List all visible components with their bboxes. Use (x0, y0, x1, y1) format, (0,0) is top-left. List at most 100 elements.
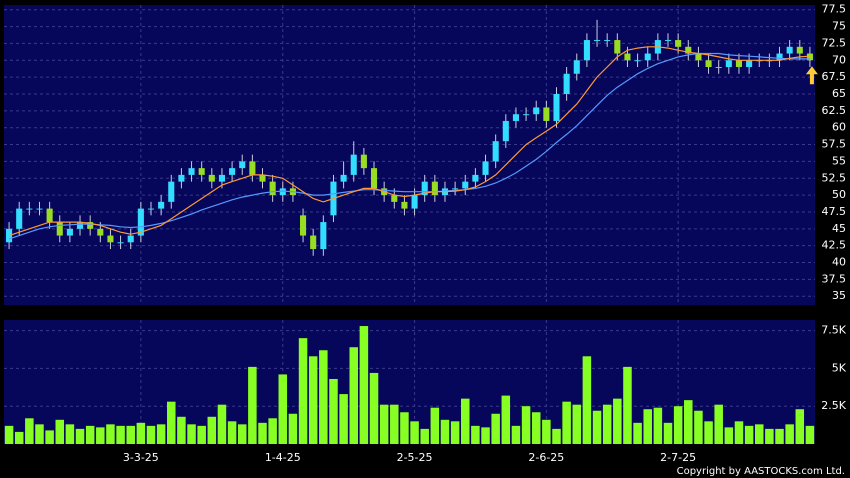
volume-bar (775, 428, 784, 444)
candle-body (127, 235, 134, 243)
volume-bar (75, 428, 85, 444)
x-tick-label: 2-5-25 (397, 451, 433, 464)
candle-body (746, 60, 753, 68)
candle-body (137, 208, 144, 236)
volume-bar (400, 412, 409, 444)
volume-tick-label: 2.5K (821, 399, 846, 412)
volume-bar (430, 407, 440, 444)
candle-body (431, 181, 438, 196)
ma-short-line (8, 46, 810, 237)
candle-body (563, 73, 570, 94)
volume-bar (673, 406, 683, 444)
price-panel (4, 5, 815, 305)
x-tick-label: 2-7-25 (660, 451, 696, 464)
y-tick-label: 57.5 (822, 138, 847, 151)
candle-body (391, 195, 398, 202)
candle-body (66, 228, 73, 236)
volume-bar (85, 425, 95, 444)
volume-bar (14, 431, 24, 444)
candle-body (279, 188, 286, 196)
volume-bar (765, 428, 774, 444)
volume-bar (491, 413, 500, 444)
candle-body (87, 222, 94, 229)
candle-body (6, 228, 13, 243)
candle-body (370, 168, 378, 189)
volume-bar (359, 326, 369, 444)
volume-bar (460, 398, 470, 444)
candle-body (472, 174, 479, 182)
candle-body (269, 181, 276, 196)
candle-body (502, 120, 509, 142)
candle-body (634, 60, 641, 62)
candle-body (208, 174, 215, 182)
y-tick-label: 42.5 (822, 239, 847, 252)
volume-bar (65, 424, 75, 444)
volume-bar (643, 409, 652, 444)
last-price-arrow (805, 66, 818, 85)
volume-bar (582, 356, 592, 444)
candle-body (543, 107, 550, 121)
candle-body (583, 40, 590, 61)
candle-body (239, 161, 246, 169)
candle-body (300, 215, 307, 236)
candle-body (685, 46, 692, 54)
volume-bar (623, 366, 632, 444)
volume-bar (613, 398, 622, 444)
volume-bar (25, 418, 34, 444)
volume-bar (197, 425, 206, 444)
volume-bar (684, 400, 693, 444)
candle-body (26, 208, 33, 210)
volume-bar (552, 428, 561, 444)
candle-body (604, 40, 611, 42)
volume-bar (542, 419, 551, 444)
x-tick-label: 3-3-25 (123, 451, 159, 464)
candle-body (675, 40, 682, 47)
candle-body (158, 201, 165, 209)
volume-bar (481, 427, 490, 444)
volume-bar (268, 418, 277, 444)
volume-bar (410, 421, 419, 444)
volume-bar (167, 401, 176, 444)
candle-body (533, 107, 540, 115)
y-tick-label: 47.5 (822, 205, 847, 218)
candle-body (644, 53, 651, 61)
volume-bar (440, 419, 450, 444)
volume-bar (248, 366, 257, 444)
candle-body (259, 174, 266, 182)
volume-bar (308, 356, 318, 444)
volume-bar (146, 425, 156, 444)
candle-body (16, 208, 23, 229)
volume-bar (45, 430, 54, 444)
volume-bar (653, 407, 663, 444)
y-tick-label: 52.5 (822, 171, 847, 184)
candle-body (310, 235, 317, 250)
volume-bar (288, 413, 298, 444)
candle-body (76, 222, 84, 229)
volume-bar (106, 424, 115, 444)
y-tick-label: 72.5 (822, 36, 847, 49)
y-tick-label: 75 (832, 20, 846, 33)
volume-bar (420, 428, 429, 444)
candle-body (350, 154, 357, 175)
candle-body (776, 53, 783, 61)
candle-body (512, 114, 519, 121)
candle-body (594, 40, 601, 42)
volume-bar (734, 421, 744, 444)
y-tick-label: 60 (832, 121, 846, 134)
volume-bar (339, 394, 348, 444)
y-tick-label: 62.5 (822, 104, 847, 117)
candle-body (320, 222, 327, 250)
volume-bar (785, 424, 794, 444)
y-tick-label: 50 (832, 188, 846, 201)
candle-body (360, 154, 367, 169)
volume-bar (278, 374, 288, 444)
volume-bar (795, 409, 805, 444)
volume-bar (754, 424, 764, 444)
volume-bar (35, 424, 44, 444)
volume-bar (471, 425, 480, 444)
candle-body (107, 235, 114, 243)
candle-body (482, 161, 489, 175)
candle-body (147, 208, 155, 210)
volume-bar (329, 378, 338, 444)
